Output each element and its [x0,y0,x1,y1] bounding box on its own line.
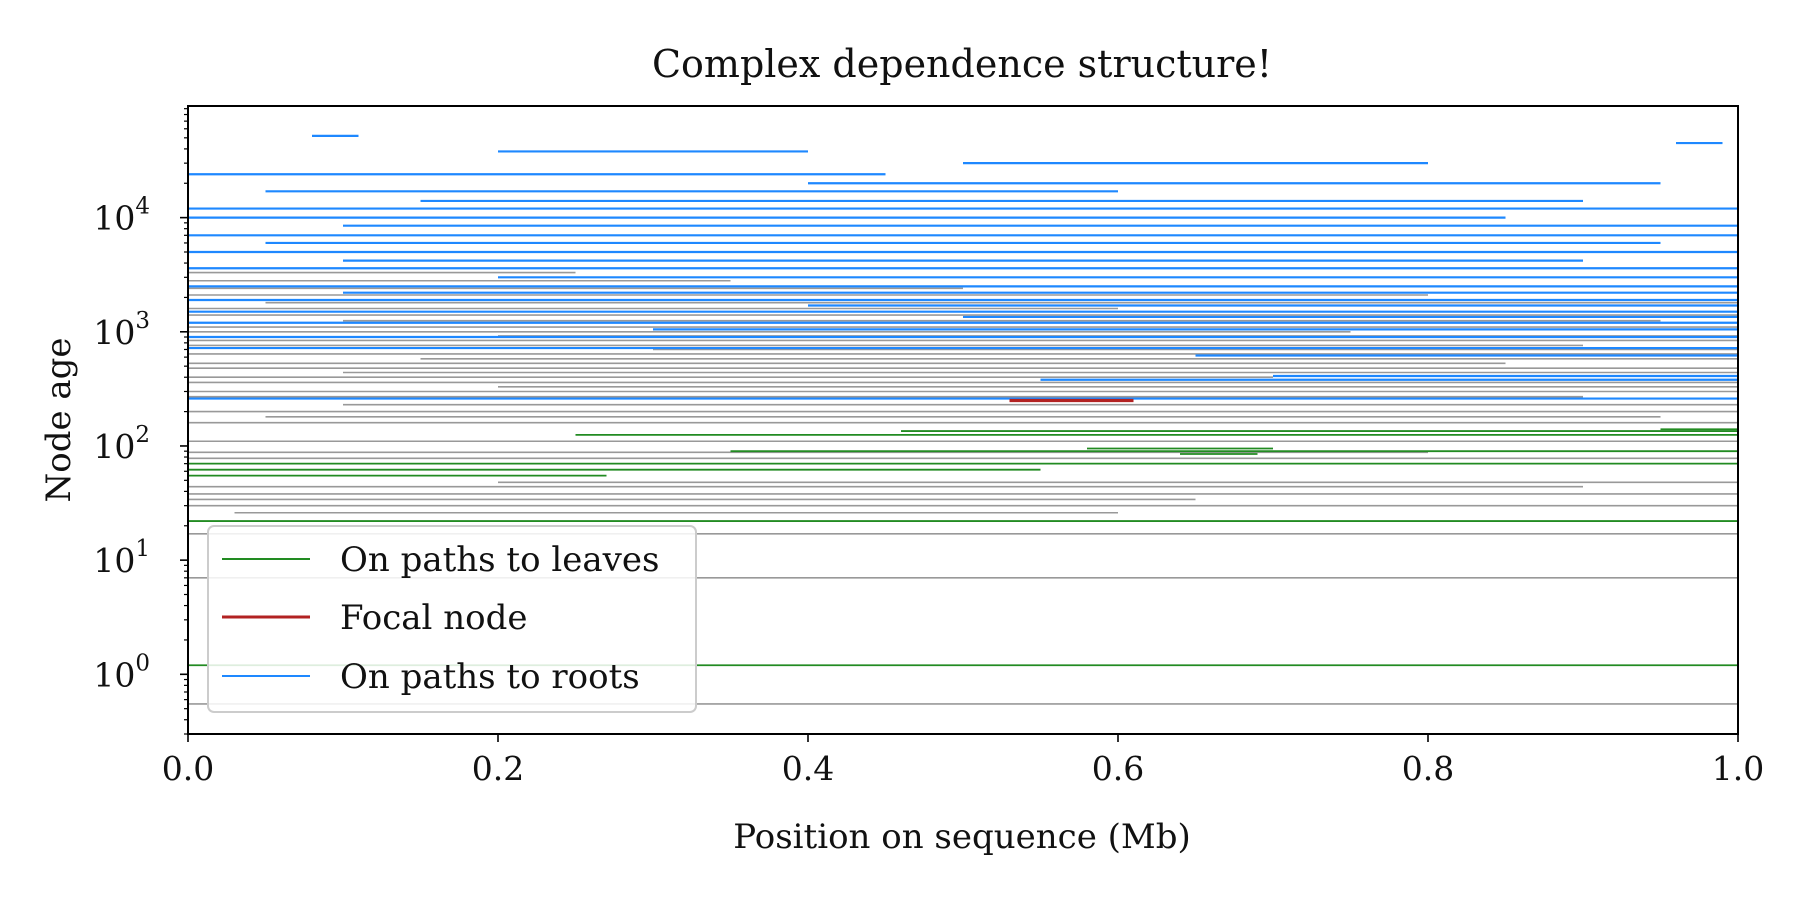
legend: On paths to leaves Focal node On paths t… [207,525,697,713]
x-tick-label: 0.0 [162,749,214,788]
y-tick-label: 100 [93,650,150,694]
y-tick-label: 101 [93,536,150,580]
legend-label-leaves: On paths to leaves [340,540,659,580]
legend-label-roots: On paths to roots [340,657,640,697]
y-tick-label: 103 [93,308,150,352]
x-tick-label: 0.4 [782,749,834,788]
y-tick-exponent: 4 [135,194,150,220]
legend-label-focal: Focal node [340,598,527,638]
y-axis-label: Node age [39,337,79,502]
x-tick-label: 1.0 [1712,749,1764,788]
legend-box [207,525,697,713]
x-tick-label: 0.2 [472,749,524,788]
y-tick-exponent: 3 [135,308,150,334]
chart-title: Complex dependence structure! [652,42,1272,86]
plot-frame [187,105,1739,735]
y-tick-label: 104 [93,194,150,238]
y-tick-exponent: 1 [135,536,150,562]
x-axis-label: Position on sequence (Mb) [733,817,1191,857]
y-tick-exponent: 2 [135,422,150,448]
root-path-segments [188,134,1738,400]
x-tick-label: 0.8 [1402,749,1454,788]
other-node-segments [188,271,1738,705]
x-axis-ticks: 0.0 0.2 0.4 0.6 0.8 1.0 [162,734,1764,788]
y-tick-label: 102 [93,422,150,466]
y-tick-exponent: 0 [135,650,150,676]
plot-area [188,134,1738,705]
x-tick-label: 0.6 [1092,749,1144,788]
